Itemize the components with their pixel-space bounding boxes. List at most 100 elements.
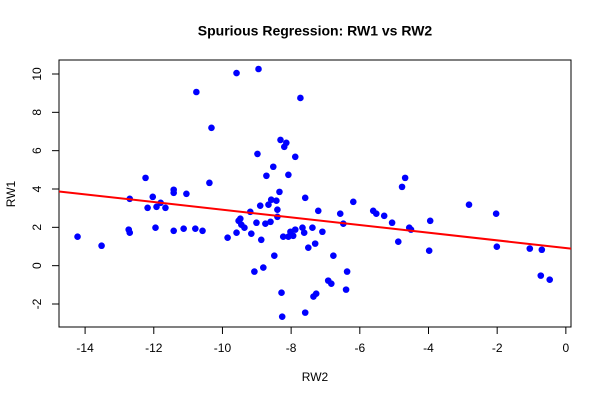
point (265, 201, 272, 209)
point (300, 229, 308, 236)
point (279, 233, 287, 241)
x-tick-label: -2 (492, 341, 503, 355)
point (233, 69, 240, 77)
point (142, 174, 149, 182)
point (267, 218, 274, 226)
y-tick-label: 4 (30, 185, 44, 192)
point (297, 94, 304, 102)
point (492, 210, 500, 218)
point (267, 196, 275, 204)
point (425, 247, 433, 255)
point (342, 286, 350, 293)
point (278, 313, 286, 320)
x-axis-label: RW2 (302, 370, 329, 384)
point (233, 229, 240, 236)
x-tick-label: -12 (145, 341, 163, 355)
point (224, 234, 231, 241)
point (380, 212, 388, 220)
point (237, 215, 244, 223)
y-tick-label: -2 (30, 298, 44, 309)
point (537, 272, 545, 279)
point (199, 227, 206, 235)
point (546, 276, 554, 283)
x-tick-label: -8 (286, 341, 297, 355)
y-tick-label: 0 (30, 262, 44, 269)
point (98, 242, 105, 250)
chart-title: Spurious Regression: RW1 vs RW2 (198, 23, 433, 39)
point (285, 171, 292, 179)
point (291, 153, 299, 161)
y-axis-label: RW1 (4, 180, 18, 207)
point (251, 268, 258, 275)
x-tick-label: -4 (423, 341, 434, 355)
point (319, 228, 326, 236)
point (526, 245, 534, 252)
point (74, 233, 81, 241)
point (274, 206, 281, 213)
point (398, 183, 406, 191)
point (289, 232, 297, 240)
point (314, 207, 322, 215)
y-tick-label: 10 (30, 67, 44, 81)
point (372, 210, 380, 218)
point (426, 217, 434, 225)
x-tick-label: -6 (354, 341, 365, 355)
point (343, 268, 351, 275)
point (183, 190, 190, 198)
y-tick-label: 8 (30, 109, 44, 116)
point (262, 220, 269, 227)
point (208, 124, 215, 132)
point (394, 238, 402, 246)
point (301, 309, 309, 316)
point (241, 224, 248, 232)
point (260, 264, 267, 271)
point (278, 289, 285, 296)
regression-line (58, 190, 572, 250)
point (255, 65, 262, 73)
point (276, 188, 283, 196)
point (144, 204, 151, 212)
point (192, 225, 199, 232)
point (277, 136, 284, 144)
y-tick-label: 2 (30, 224, 44, 231)
point (193, 88, 200, 96)
x-tick-label: 0 (563, 341, 570, 355)
point (126, 229, 134, 236)
point (465, 201, 473, 209)
point (283, 139, 290, 147)
point (349, 198, 357, 206)
point (248, 230, 255, 237)
point (170, 189, 177, 197)
point (269, 163, 277, 171)
point (170, 227, 177, 235)
point (388, 219, 396, 227)
point (271, 252, 278, 259)
point (312, 290, 320, 297)
point (493, 243, 501, 250)
point (299, 224, 306, 232)
x-tick-label: -14 (76, 341, 94, 355)
point (301, 194, 309, 202)
point (328, 280, 335, 287)
point (253, 219, 260, 227)
point (538, 246, 546, 254)
point (180, 225, 187, 232)
point (162, 204, 169, 212)
point (336, 210, 344, 218)
x-tick-label: -10 (214, 341, 232, 355)
point (256, 202, 264, 209)
point (273, 197, 280, 204)
y-tick-label: 6 (30, 147, 44, 154)
point (206, 179, 213, 187)
point (305, 244, 312, 251)
point (311, 240, 319, 247)
point (254, 150, 261, 158)
point (152, 224, 159, 232)
point (257, 236, 265, 244)
point (153, 203, 160, 211)
point (263, 172, 270, 180)
point (309, 224, 316, 232)
point (401, 174, 409, 182)
